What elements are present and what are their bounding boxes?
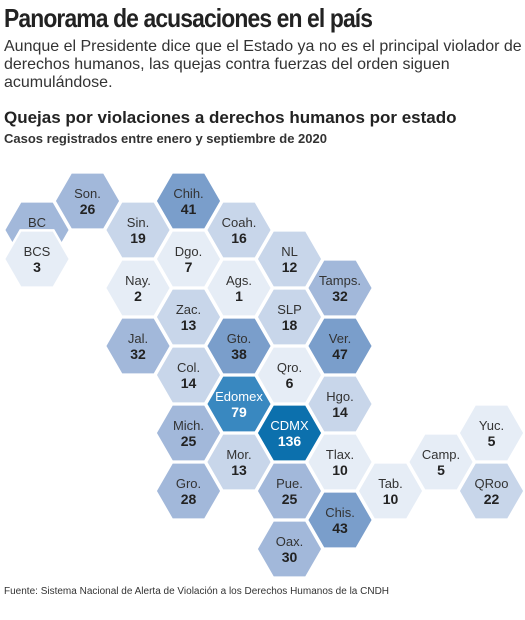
state-hex-shape [457,461,525,521]
state-label: NL [281,244,298,259]
state-value: 14 [332,404,348,420]
state-label: Gto. [227,331,252,346]
state-hex-shape [154,461,223,521]
state-value: 2 [134,288,142,304]
state-value: 12 [282,259,298,275]
state-value: 32 [332,288,348,304]
state-label: SLP [277,302,302,317]
state-value: 3 [33,259,41,275]
state-label: Camp. [422,447,460,462]
state-label: Yuc. [479,418,504,433]
state-hex-yuc: Yuc.5 [457,403,525,463]
state-hex-gto: Gto.38 [204,316,274,376]
state-value: 79 [231,404,247,420]
state-value: 26 [80,201,96,217]
state-label: BC [28,215,46,230]
state-value: 136 [278,433,302,449]
state-label: Gro. [176,476,201,491]
state-label: Coah. [222,215,257,230]
state-label: Ags. [226,273,252,288]
state-value: 30 [282,549,298,565]
state-hex-shape [2,229,72,289]
lede: Aunque el Presidente dice que el Estado … [4,38,522,91]
state-label: Nay. [125,273,151,288]
state-label: Chih. [173,186,203,201]
state-label: Ver. [329,331,351,346]
source-note: Fuente: Sistema Nacional de Alerta de Vi… [4,586,390,597]
state-value: 13 [181,317,197,333]
state-label: Oax. [276,534,303,549]
state-label: Qro. [277,360,302,375]
state-value: 22 [484,491,500,507]
state-label: Son. [74,186,101,201]
state-label: Dgo. [175,244,202,259]
state-hex-son: Son.26 [53,171,122,231]
state-hex-qro: Qro.6 [255,345,324,405]
state-value: 38 [231,346,247,362]
state-label: BCS [24,244,51,259]
state-value: 43 [332,520,348,536]
state-label: Pue. [276,476,303,491]
state-label: Hgo. [326,389,353,404]
state-value: 7 [185,259,193,275]
state-value: 41 [181,201,197,217]
state-value: 10 [383,491,399,507]
state-value: 14 [181,375,197,391]
state-value: 25 [181,433,197,449]
state-label: Zac. [176,302,201,317]
state-value: 10 [332,462,348,478]
state-label: Tlax. [326,447,354,462]
state-label: Mich. [173,418,204,433]
state-value: 6 [286,375,294,391]
chart-title: Quejas por violaciones a derechos humano… [4,108,457,127]
state-label: Mor. [226,447,251,462]
hex-map: BC24Son.26Chih.41BCS3Sin.19Coah.16Dgo.7N… [2,171,525,579]
state-label: Tab. [378,476,403,491]
state-hex-col: Col.14 [154,345,223,405]
headline: Panorama de acusaciones en el país [4,3,373,33]
state-value: 5 [437,462,445,478]
state-hex-nay: Nay.2 [103,258,173,318]
state-label: Edomex [215,389,263,404]
state-label: Chis. [325,505,355,520]
state-label: Jal. [128,331,148,346]
state-value: 32 [130,346,146,362]
state-value: 5 [488,433,496,449]
chart-subtitle: Casos registrados entre enero y septiemb… [4,131,327,146]
state-value: 47 [332,346,348,362]
state-value: 13 [231,462,247,478]
state-value: 18 [282,317,298,333]
state-value: 28 [181,491,197,507]
state-label: Tamps. [319,273,361,288]
state-hex-oax: Oax.30 [255,519,324,579]
state-value: 19 [130,230,146,246]
state-label: QRoo [475,476,509,491]
state-hex-shape [255,519,324,579]
state-label: Col. [177,360,200,375]
state-hex-zac: Zac.13 [154,287,223,347]
state-label: Sin. [127,215,149,230]
state-value: 16 [231,230,247,246]
state-value: 25 [282,491,298,507]
state-hex-gro: Gro.28 [154,461,223,521]
state-value: 1 [235,288,243,304]
state-label: CDMX [270,418,309,433]
